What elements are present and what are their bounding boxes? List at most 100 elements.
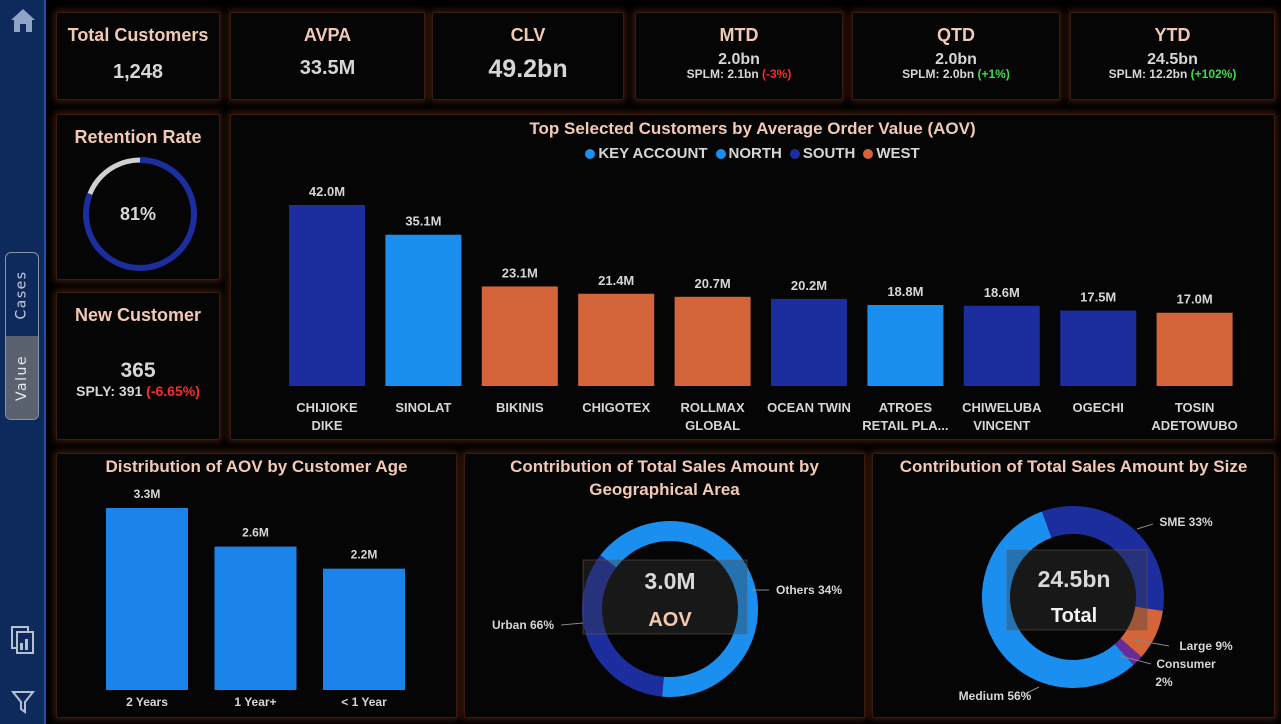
- bar-data-label: 17.5M: [1080, 290, 1116, 305]
- size-center-value: 24.5bn: [1037, 566, 1111, 592]
- donut-slice[interactable]: [1041, 506, 1164, 611]
- slice-label: Others 34%: [776, 583, 842, 597]
- tab-value[interactable]: Value: [6, 336, 38, 419]
- slice-label: Large 9%: [1179, 639, 1233, 653]
- legend-item[interactable]: KEY ACCOUNT: [585, 145, 708, 162]
- top-customers-bar-chart: 42.0M CHIJIOKE DIKE 35.1M SINOLAT 23.1M BIKINI…: [289, 184, 1238, 433]
- legend-label: NORTH: [728, 145, 782, 162]
- avpa-value: 33.5M: [299, 57, 356, 79]
- qtd-title: QTD: [937, 25, 975, 45]
- bar[interactable]: [963, 305, 1040, 386]
- category-label: CHIGOTEX: [582, 400, 650, 415]
- category-label: BIKINIS: [496, 400, 544, 415]
- bar[interactable]: [674, 296, 751, 386]
- category-label: < 1 Year: [341, 695, 387, 709]
- retention-gauge: [83, 157, 197, 271]
- bar-data-label: 18.6M: [984, 285, 1020, 300]
- mtd-splm: SPLM: 2.1bn (-3%): [636, 67, 842, 81]
- center-highlight: [1006, 549, 1148, 631]
- category-label: GLOBAL: [685, 418, 740, 433]
- category-label: RETAIL PLA...: [862, 418, 948, 433]
- donut-slice[interactable]: [1120, 606, 1163, 657]
- page-tabs: Cases Value: [5, 252, 39, 420]
- category-label: SINOLAT: [395, 400, 451, 415]
- new-customer-sply-text: SPLY: 391: [76, 383, 147, 399]
- donut-slice[interactable]: [582, 555, 664, 697]
- category-label: CHIWELUBA: [962, 400, 1042, 415]
- leader-line: [1134, 639, 1170, 647]
- legend-item[interactable]: SOUTH: [789, 145, 855, 162]
- bar[interactable]: [1060, 310, 1137, 386]
- bar-data-label: 21.4M: [598, 273, 634, 288]
- bar-data-label: 18.8M: [887, 284, 923, 299]
- avpa-title: AVPA: [303, 25, 352, 45]
- new-customer-sply: SPLY: 391 (-6.65%): [57, 383, 219, 399]
- tab-cases-label: Cases: [14, 269, 30, 320]
- center-highlight: [582, 559, 748, 635]
- bar[interactable]: [106, 508, 188, 690]
- legend-label: WEST: [876, 145, 920, 162]
- legend-item[interactable]: WEST: [863, 145, 920, 162]
- bar[interactable]: [481, 286, 558, 386]
- filter-icon[interactable]: [7, 686, 39, 718]
- bar[interactable]: [867, 304, 944, 386]
- category-label: CHIJIOKE: [296, 400, 358, 415]
- bar[interactable]: [214, 546, 297, 690]
- bar[interactable]: [289, 205, 365, 386]
- category-label: DIKE: [311, 418, 342, 433]
- aov-age-chart-card: Distribution of AOV by Customer Age 3.3M…: [56, 453, 457, 718]
- mtd-change: (-3%): [762, 67, 792, 81]
- retention-value: 81%: [119, 204, 157, 224]
- qtd-splm-text: SPLM: 2.0bn: [902, 67, 978, 81]
- ytd-change: (+102%): [1190, 67, 1237, 81]
- bar[interactable]: [771, 298, 847, 386]
- qtd-value: 2.0bn: [935, 51, 977, 68]
- avpa-card: AVPA 33.5M: [230, 12, 425, 100]
- bar-data-label: 42.0M: [309, 184, 345, 199]
- legend-item[interactable]: NORTH: [715, 145, 782, 162]
- bar[interactable]: [1156, 312, 1233, 386]
- size-donut-chart: SME 33% Large 9% Consumer 2% Medium 56%: [959, 506, 1233, 703]
- donut-slice[interactable]: [982, 511, 1134, 688]
- new-customer-value: 365: [120, 359, 156, 382]
- bar[interactable]: [323, 568, 405, 690]
- category-label: OCEAN TWIN: [767, 400, 851, 415]
- aov-age-chart-title: Distribution of AOV by Customer Age: [105, 457, 408, 476]
- qtd-splm: SPLM: 2.0bn (+1%): [853, 67, 1059, 81]
- retention-card: Retention Rate 81%: [56, 114, 220, 280]
- clv-card: CLV 49.2bn: [432, 12, 624, 100]
- top-customers-legend: KEY ACCOUNT NORTH SOUTH WEST: [231, 145, 1274, 162]
- slice-label: Consumer: [1156, 657, 1216, 671]
- home-icon[interactable]: [7, 4, 39, 36]
- ytd-splm-text: SPLM: 12.2bn: [1108, 67, 1191, 81]
- total-customers-card: Total Customers 1,248: [56, 12, 220, 100]
- ytd-title: YTD: [1154, 25, 1191, 45]
- bar[interactable]: [578, 293, 655, 386]
- tab-cases[interactable]: Cases: [6, 253, 38, 336]
- report-pages-icon[interactable]: [7, 624, 39, 656]
- total-customers-title: Total Customers: [67, 25, 209, 45]
- slice-label: Medium 56%: [959, 689, 1032, 703]
- size-center-label: Total: [1050, 605, 1098, 627]
- slice-label: 2%: [1155, 675, 1173, 689]
- geo-donut-chart: Urban 66% Others 34%: [492, 521, 842, 697]
- bar-data-label: 23.1M: [502, 265, 538, 280]
- aov-age-bar-chart: 3.3M 2 Years 2.6M 1 Year+ 2.2M < 1 Year: [106, 487, 405, 709]
- new-customer-card: New Customer 365 SPLY: 391 (-6.65%): [56, 292, 220, 440]
- bar-data-label: 20.2M: [791, 278, 827, 293]
- bar-data-label: 2.2M: [351, 548, 378, 562]
- slice-label: Urban 66%: [492, 618, 554, 632]
- category-label: ATROES: [879, 400, 933, 415]
- clv-value: 49.2bn: [488, 55, 568, 83]
- slice-label: SME 33%: [1159, 515, 1213, 529]
- donut-slice[interactable]: [1114, 638, 1142, 666]
- top-customers-chart-card: Top Selected Customers by Average Order …: [230, 114, 1275, 440]
- bar-data-label: 20.7M: [695, 276, 731, 291]
- category-label: TOSIN: [1175, 400, 1215, 415]
- mtd-title: MTD: [719, 25, 759, 45]
- category-label: VINCENT: [973, 418, 1030, 433]
- bar[interactable]: [385, 234, 462, 386]
- legend-dot: [715, 148, 726, 159]
- sidebar: Cases Value: [0, 0, 46, 724]
- mtd-value: 2.0bn: [718, 51, 760, 68]
